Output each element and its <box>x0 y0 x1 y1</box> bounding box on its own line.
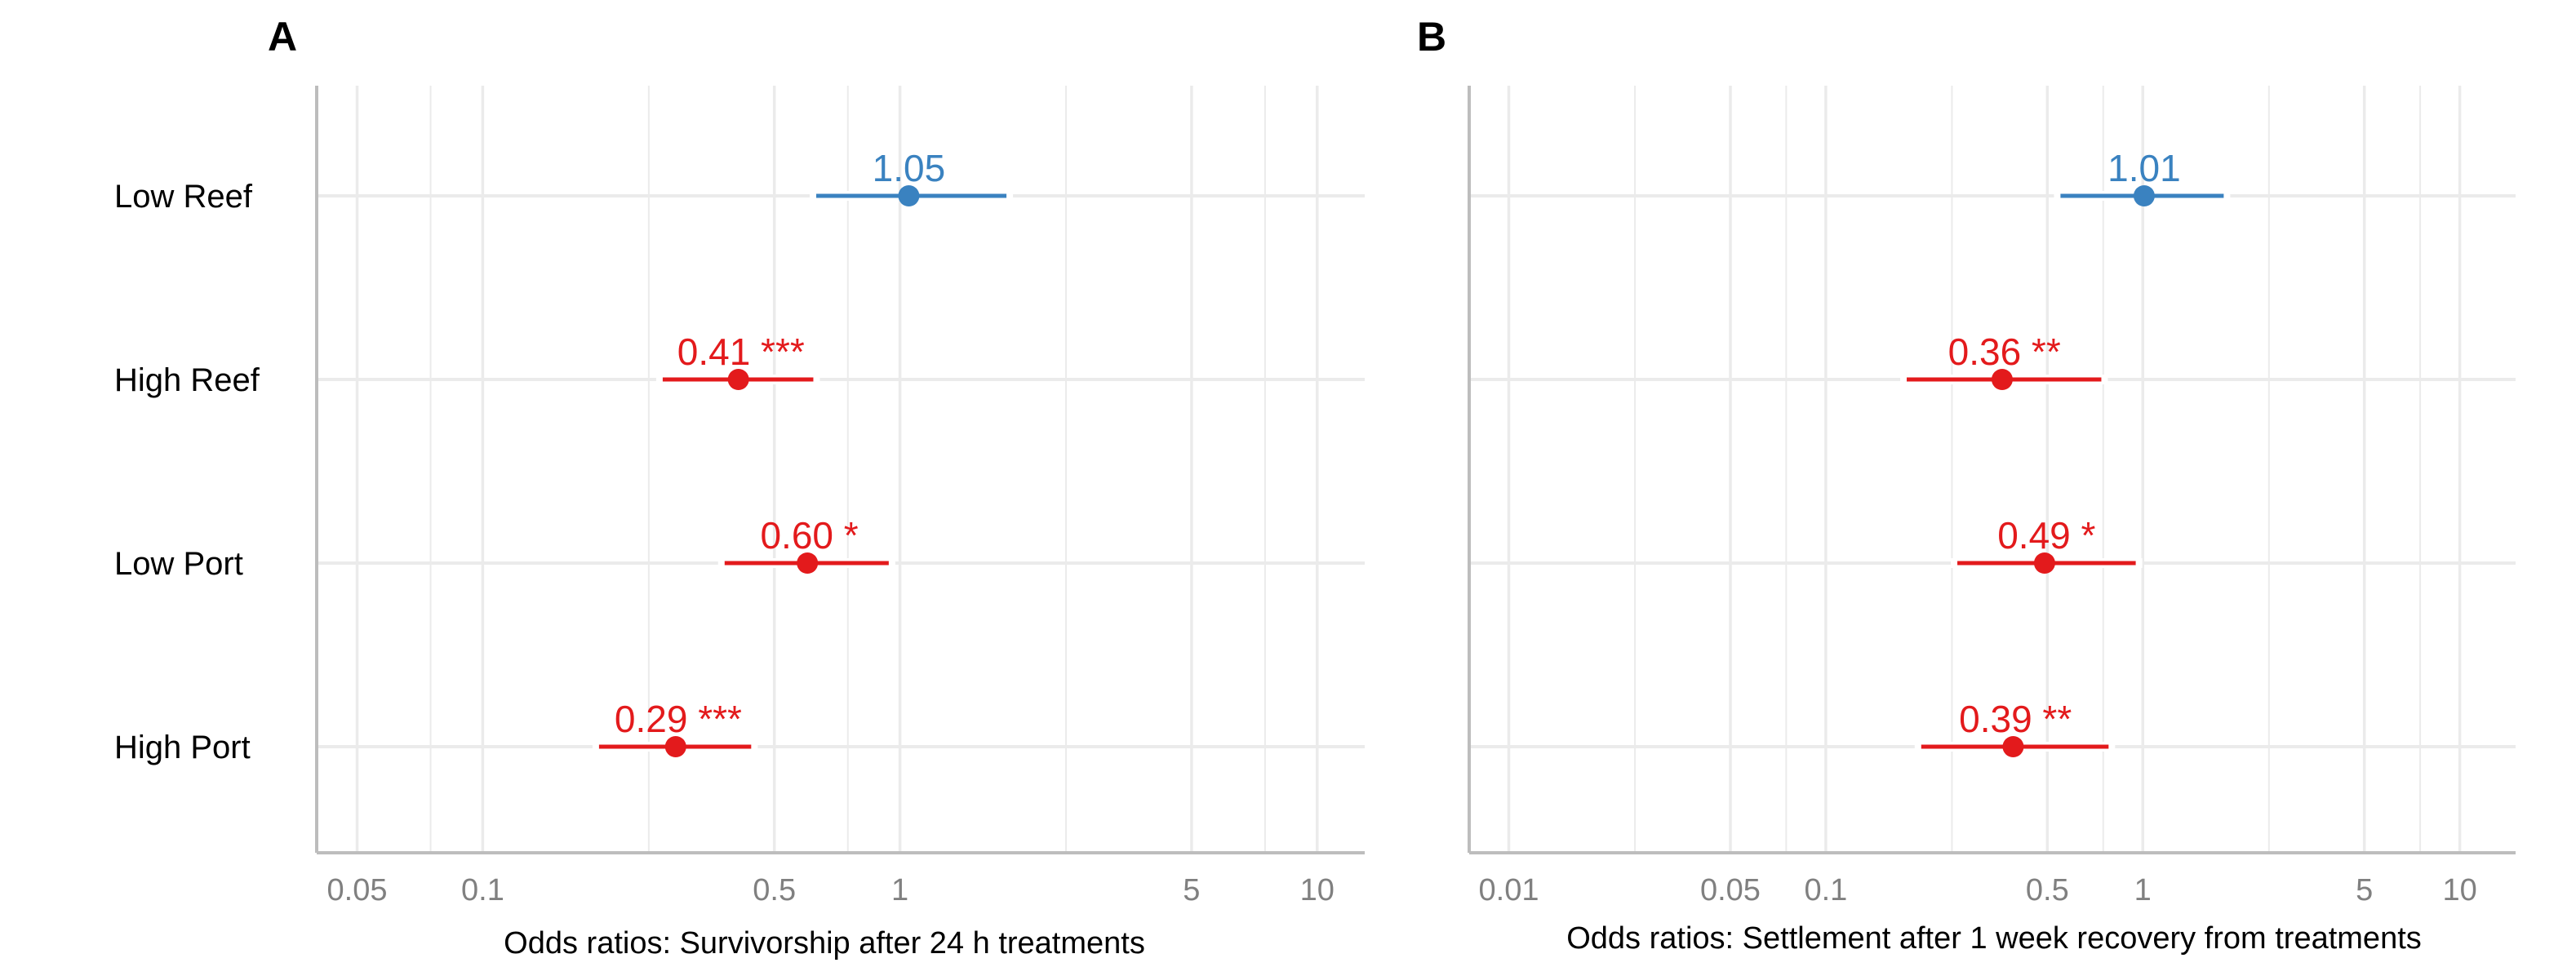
panel-letter: B <box>1417 14 1446 60</box>
panel-a: 0.05 0.1 0.5 1 5 10 Odds ratios: Survivorship … <box>114 14 1365 960</box>
estimate-point <box>2133 185 2155 206</box>
category-label: High Port <box>114 730 251 765</box>
estimate-point <box>664 736 686 757</box>
x-tick-label: 5 <box>1183 873 1200 907</box>
x-tick-label: 0.1 <box>1804 873 1847 907</box>
estimate-label: 0.36 ** <box>1948 331 2061 373</box>
estimate-label: 0.41 *** <box>677 331 805 373</box>
x-tick-label: 0.05 <box>1700 873 1761 907</box>
x-tick-label: 0.5 <box>2026 873 2069 907</box>
x-tick-label: 10 <box>1300 873 1335 907</box>
estimate-label: 0.29 *** <box>615 698 742 740</box>
x-tick-label: 1 <box>891 873 908 907</box>
category-label: Low Reef <box>114 179 253 215</box>
x-tick-label: 1 <box>2134 873 2152 907</box>
estimate-point <box>797 552 819 574</box>
estimate-label: 0.39 ** <box>1959 698 2072 740</box>
panel-b: 0.01 0.05 0.1 0.5 1 5 10 Odds ratios: Settlemen… <box>1417 14 2516 956</box>
x-tick-label: 5 <box>2356 873 2373 907</box>
x-tick-label: 10 <box>2442 873 2476 907</box>
estimate-label: 0.60 * <box>760 514 858 557</box>
estimate-label: 1.05 <box>873 147 946 189</box>
x-tick-label: 0.5 <box>753 873 796 907</box>
estimate-label: 0.49 * <box>1997 514 2095 557</box>
x-tick-label: 0.1 <box>461 873 504 907</box>
estimate-point <box>1991 369 2013 390</box>
x-axis-title: Odds ratios: Settlement after 1 week rec… <box>1566 921 2422 956</box>
estimate-label: 1.01 <box>2107 147 2181 189</box>
category-label: Low Port <box>114 546 243 582</box>
x-tick-label: 0.05 <box>327 873 388 907</box>
estimate-point <box>727 369 749 390</box>
estimate-point <box>2033 552 2055 574</box>
estimate-point <box>2002 736 2024 757</box>
x-tick-label: 0.01 <box>1479 873 1539 907</box>
estimate-point <box>898 185 920 206</box>
category-label: High Reef <box>114 362 260 398</box>
panel-letter: A <box>268 14 297 60</box>
x-axis-title: Odds ratios: Survivorship after 24 h tre… <box>504 926 1145 960</box>
